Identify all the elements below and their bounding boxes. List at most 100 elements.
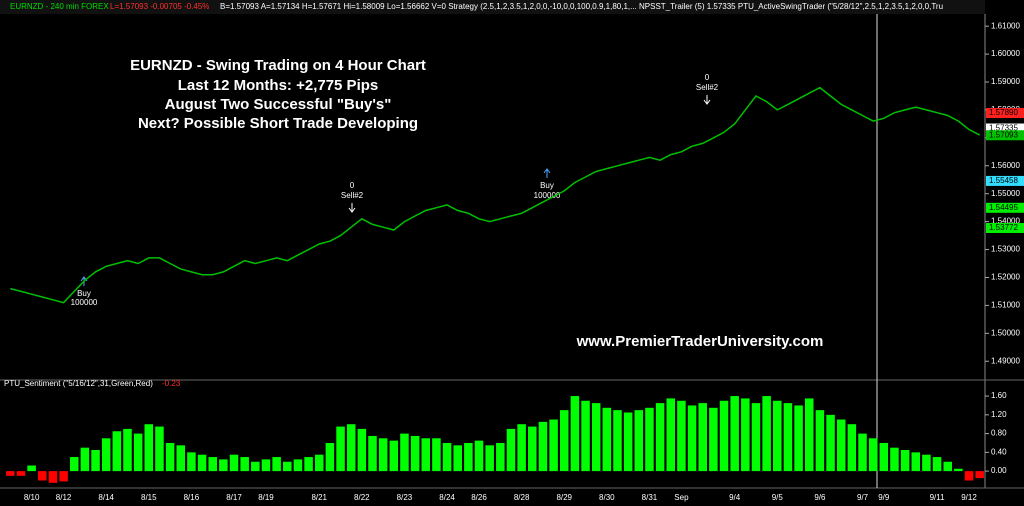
sentiment-bar [613, 410, 622, 472]
sentiment-bar [496, 442, 505, 472]
indicator-value: -0.23 [162, 379, 181, 388]
y-tick-label: 1.50000 [991, 328, 1020, 337]
sentiment-bar [591, 403, 601, 472]
sentiment-bar [506, 428, 516, 472]
annotation: Last 12 Months: +2,775 Pips [178, 77, 379, 94]
sentiment-bar [719, 400, 729, 472]
x-tick-label: 8/23 [397, 493, 413, 502]
sentiment-bar [922, 454, 931, 472]
website: www.PremierTraderUniversity.com [576, 333, 824, 350]
sentiment-bar [655, 403, 665, 472]
annotation: EURNZD - Swing Trading on 4 Hour Chart [130, 57, 426, 74]
price-marker-label: 1.57335 [989, 124, 1018, 133]
annotation: Next? Possible Short Trade Developing [138, 115, 418, 132]
sentiment-bar [400, 433, 409, 472]
x-tick-label: 8/17 [226, 493, 242, 502]
sentiment-bar [91, 450, 100, 472]
x-tick-label: 8/21 [311, 493, 327, 502]
price-marker [986, 222, 1024, 233]
sentiment-bar [101, 438, 111, 472]
x-tick-label: 8/22 [354, 493, 370, 502]
sentiment-bar [666, 398, 676, 472]
sentiment-bar [687, 405, 697, 472]
sentiment-bar [314, 454, 324, 472]
price-line [10, 86, 981, 304]
sentiment-bar [954, 468, 963, 472]
x-tick-label: 8/28 [514, 493, 530, 502]
sentiment-bar [410, 435, 420, 472]
sentiment-bar [559, 410, 569, 472]
sentiment-bar [964, 471, 974, 481]
price-marker [986, 130, 1024, 141]
sentiment-bar [176, 445, 186, 472]
sentiment-bar [900, 450, 910, 472]
sentiment-bar [773, 400, 782, 472]
sentiment-bar [804, 398, 814, 472]
sentiment-bar [677, 400, 686, 472]
sentiment-bar [48, 471, 58, 483]
x-tick-label: 8/26 [471, 493, 487, 502]
sentiment-bar [325, 442, 335, 472]
sentiment-bar [38, 471, 47, 481]
sentiment-bar [133, 433, 143, 472]
sentiment-bar [858, 433, 867, 472]
y-tick-label: 1.59000 [991, 77, 1020, 86]
y-tick-label: 1.60000 [991, 49, 1020, 58]
x-tick-label: 8/24 [439, 493, 455, 502]
signal-label: 100000 [71, 298, 98, 307]
price-marker [986, 108, 1024, 119]
sentiment-bar [730, 396, 739, 472]
sentiment-bar [783, 403, 793, 472]
sentiment-bar [602, 407, 612, 472]
sentiment-bar [69, 457, 79, 472]
x-tick-label: 8/16 [184, 493, 200, 502]
price-marker [986, 202, 1024, 213]
sentiment-bar [208, 457, 217, 472]
annotation: August Two Successful "Buy's" [165, 96, 392, 113]
sentiment-bar [155, 426, 164, 472]
header-info: B=1.57093 A=1.57134 H=1.57671 Hi=1.58009… [220, 2, 943, 11]
sentiment-bar [261, 459, 271, 472]
sentiment-bar [336, 426, 345, 472]
sentiment-bar [698, 403, 707, 472]
signal-label: Buy [540, 181, 554, 190]
price-marker-label: 1.57890 [989, 108, 1018, 117]
sentiment-bar [368, 435, 377, 472]
sentiment-bar [389, 440, 399, 472]
x-tick-label: 9/12 [961, 493, 977, 502]
sentiment-bar [890, 447, 899, 472]
sentiment-bar [517, 424, 526, 472]
sentiment-bar [815, 410, 825, 472]
sentiment-bar [421, 438, 431, 472]
sentiment-bar [59, 471, 68, 482]
y-tick-label: 1.61000 [991, 21, 1020, 30]
sentiment-bar [272, 457, 281, 472]
x-tick-label: 8/12 [56, 493, 72, 502]
signal-label: 0 [350, 181, 355, 190]
sentiment-bar [975, 471, 984, 479]
sentiment-bar [219, 459, 228, 472]
x-tick-label: 8/29 [556, 493, 572, 502]
sentiment-bar [229, 454, 239, 472]
y-tick-label: 0.80 [991, 429, 1007, 438]
x-tick-label: 8/15 [141, 493, 157, 502]
sentiment-bar [378, 438, 388, 472]
price-marker-label: 1.53772 [989, 223, 1018, 232]
sentiment-bar [709, 407, 718, 472]
price-marker-label: 1.54495 [989, 203, 1018, 212]
indicator-title: PTU_Sentiment ("5/16/12",31,Green,Red) [4, 379, 153, 388]
y-tick-label: 1.53000 [991, 245, 1020, 254]
header-last: L=1.57093 -0.00705 -0.45% [110, 2, 209, 11]
x-tick-label: 9/4 [729, 493, 741, 502]
sell-arrow [703, 95, 711, 105]
sentiment-bar [911, 452, 921, 472]
sentiment-bar [80, 447, 90, 472]
y-tick-label: 1.60 [991, 391, 1007, 400]
sentiment-bar [485, 445, 494, 472]
signal-label: Buy [77, 289, 91, 298]
sentiment-bar [528, 426, 537, 472]
y-tick-label: 1.52000 [991, 273, 1020, 282]
signal-label: 100000 [534, 191, 561, 200]
